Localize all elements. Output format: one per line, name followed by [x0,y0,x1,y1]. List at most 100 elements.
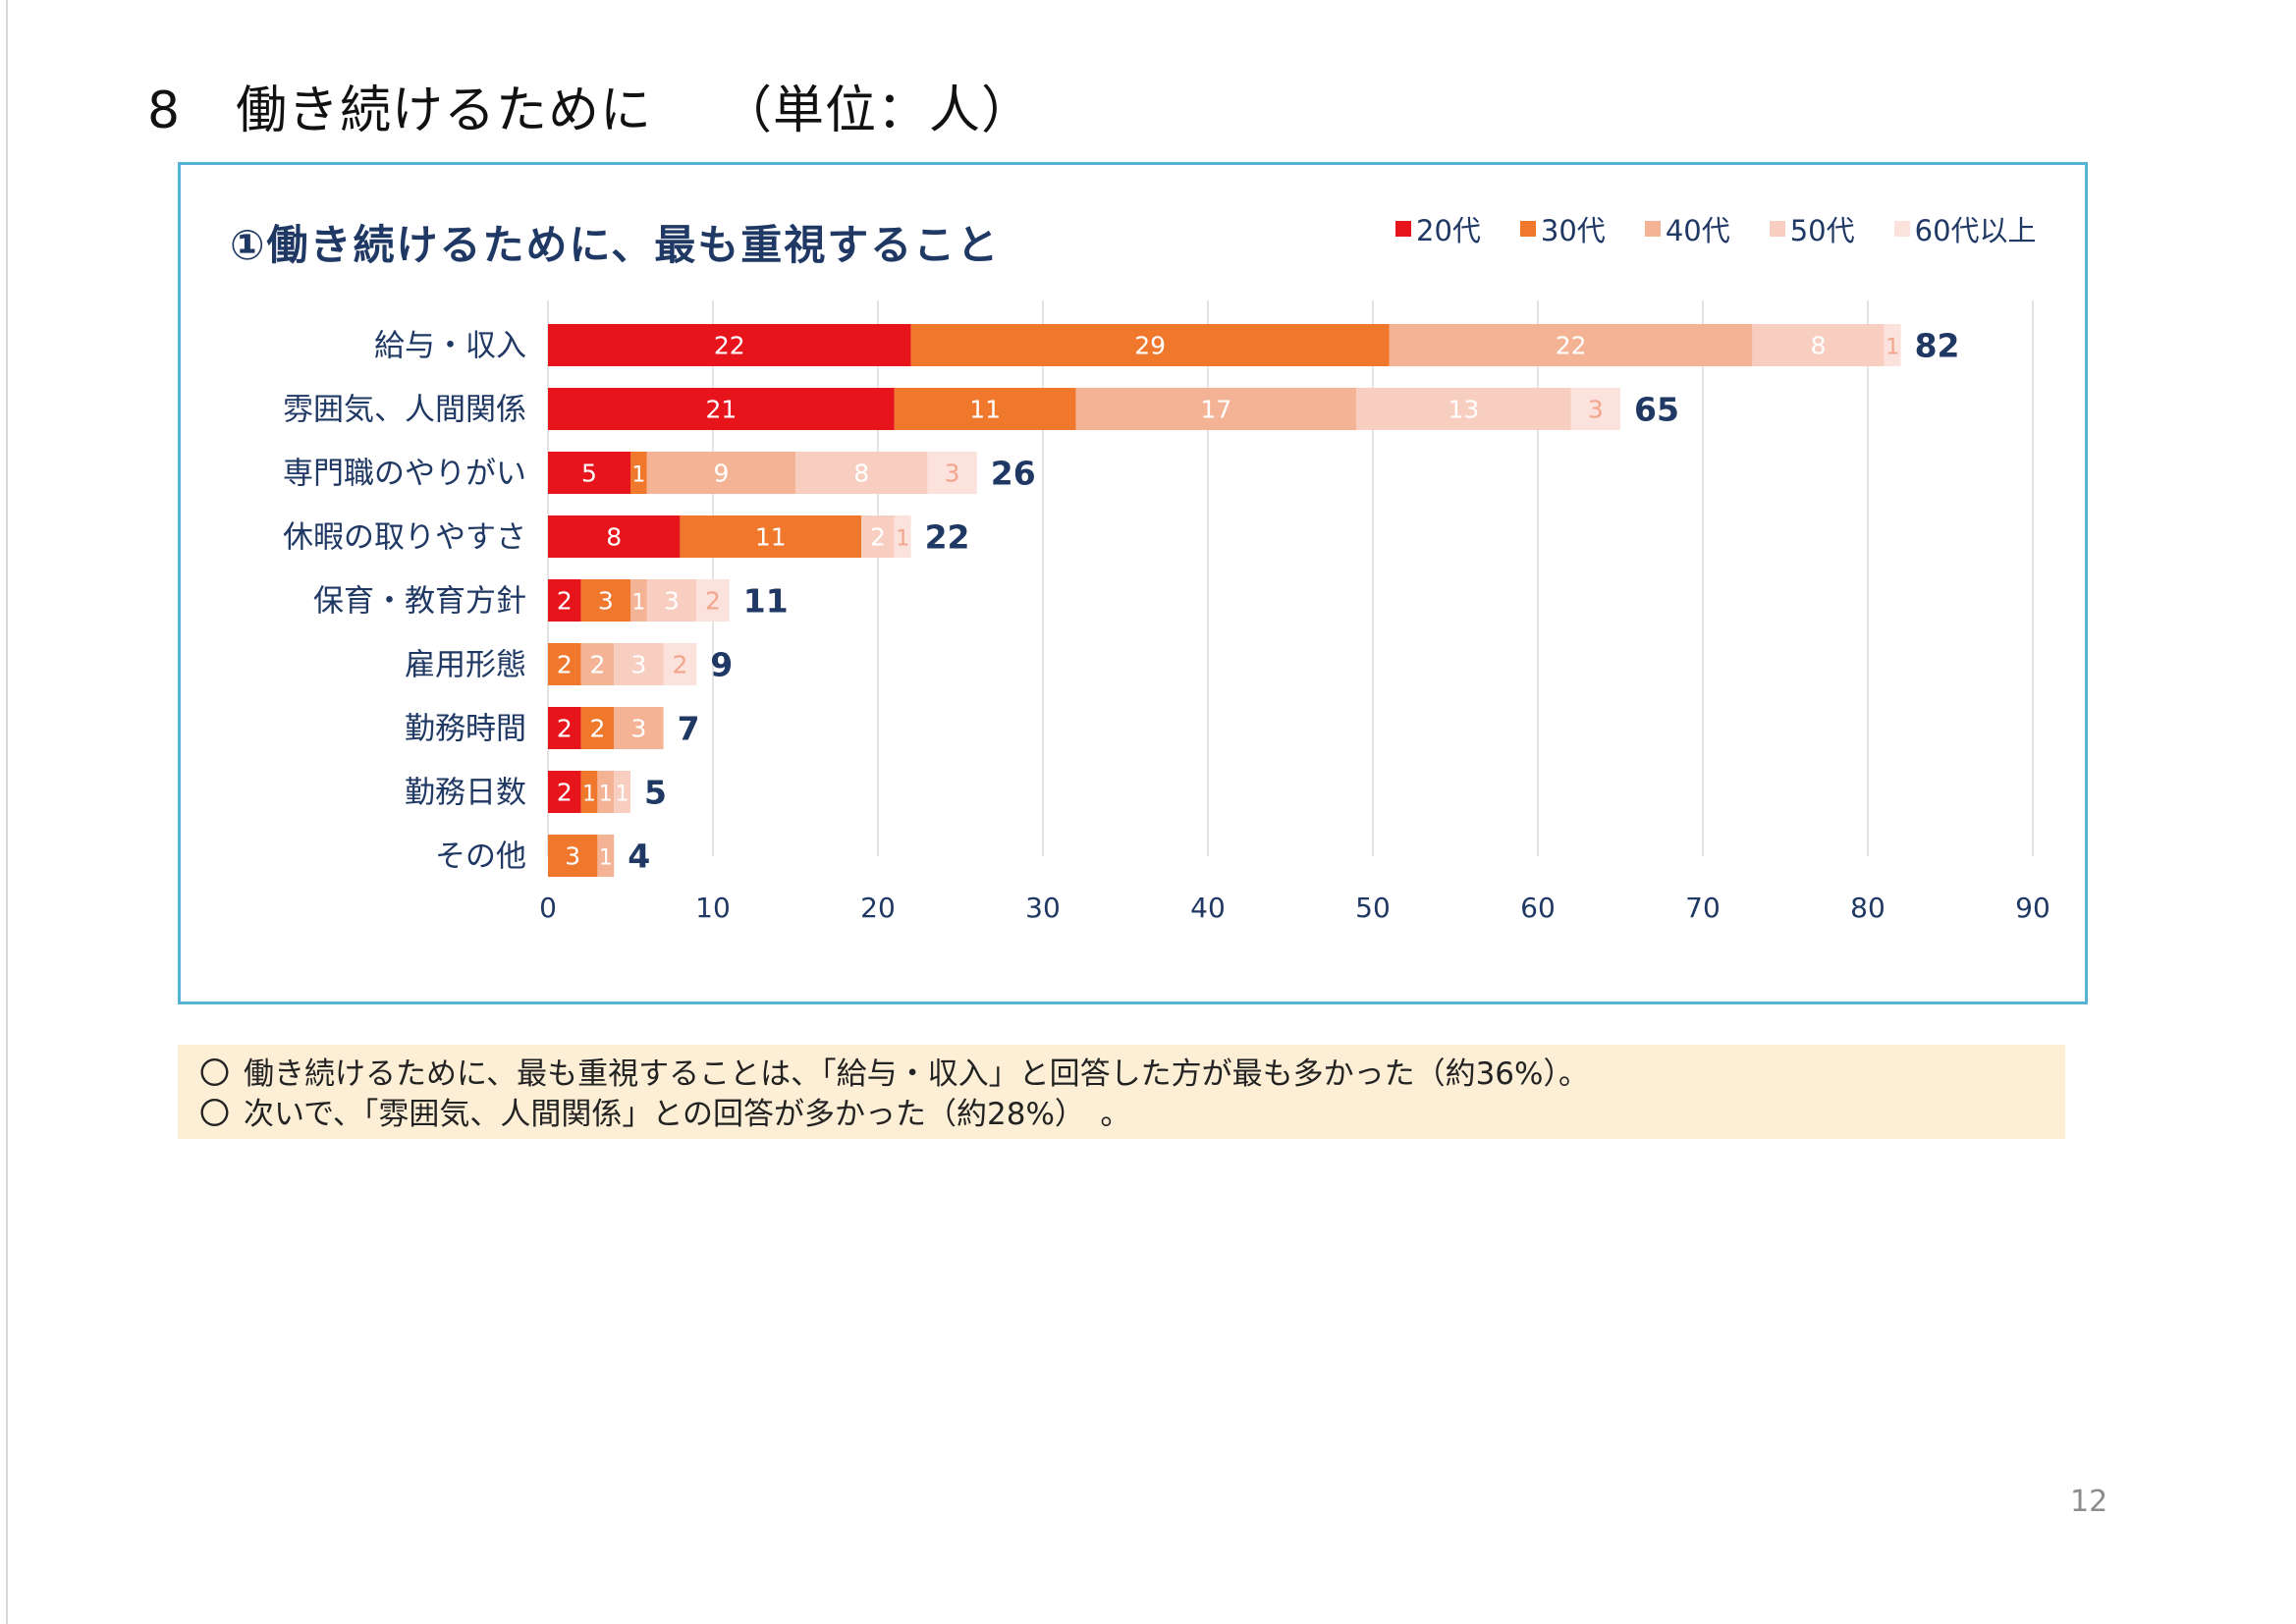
category-label: 勤務日数 [405,776,526,811]
legend-item: 50代 [1769,208,1855,249]
data-label: 1 [896,527,909,552]
data-label: 3 [598,587,614,616]
category-label: その他 [435,839,526,875]
total-label: 26 [991,455,1036,493]
data-label: 21 [705,396,737,424]
bar-segment [548,452,630,494]
data-label: 1 [631,463,645,488]
data-label: 1 [582,783,596,807]
legend-swatch-icon [1519,221,1536,237]
category-label: 雇用形態 [405,648,526,683]
data-label: 3 [565,842,580,871]
data-label: 2 [672,651,687,679]
data-label: 2 [870,523,886,552]
x-tick-label: 10 [695,892,731,924]
x-tick-label: 80 [1850,892,1886,924]
data-label: 2 [705,587,721,616]
data-label: 8 [1811,332,1827,360]
category-label: 勤務時間 [405,712,526,747]
legend-label: 20代 [1416,214,1481,247]
data-label: 22 [1556,332,1587,360]
data-label: 3 [664,587,680,616]
note-line: 〇次いで、「雰囲気、人間関係」との回答が多かった（約28%） 。 [199,1095,2044,1135]
bar-segment [1356,388,1571,430]
total-label: 7 [678,710,700,748]
bar-segment [1389,324,1753,366]
data-label: 8 [853,460,869,488]
page-edge-line [6,0,8,1624]
data-label: 1 [1886,336,1899,360]
bar-segment [580,707,615,749]
legend-swatch-icon [1893,221,1910,237]
bar-segment [597,771,615,813]
data-label: 8 [606,523,622,552]
category-label: 休暇の取りやすさ [283,520,526,556]
bar-segment [927,452,977,494]
bar-segment [646,579,697,622]
bar-segment [548,579,581,622]
bar-segment [630,452,647,494]
legend-item: 40代 [1644,208,1730,249]
total-label: 82 [1915,327,1960,365]
bar-segment [614,771,630,813]
legend-swatch-icon [1644,221,1661,237]
bar-segment [1752,324,1885,366]
data-label: 3 [630,651,646,679]
note-text: 働き続けるために、最も重視することは、「給与・収入」と回答した方が最も多かった（… [244,1056,1589,1092]
bar-segment [630,579,647,622]
legend-swatch-icon [1395,221,1411,237]
bar-segment [1075,388,1357,430]
data-label: 17 [1200,396,1231,424]
bar-segment [548,707,581,749]
legend-label: 60代以上 [1914,214,2037,247]
note-text: 次いで、「雰囲気、人間関係」との回答が多かった（約28%） 。 [244,1097,1131,1132]
bar-segment [894,515,911,558]
bar-segment [795,452,928,494]
data-label: 2 [557,779,573,807]
data-label: 1 [599,783,613,807]
total-label: 11 [743,582,789,621]
category-label: 保育・教育方針 [313,584,526,620]
bar-segment [861,515,895,558]
data-label: 9 [713,460,729,488]
bar-segment [696,579,730,622]
legend-item: 30代 [1519,208,1606,249]
bar-segment [646,452,795,494]
data-label: 2 [589,651,605,679]
data-label: 11 [755,523,787,552]
bar-segment [894,388,1076,430]
data-label: 29 [1134,332,1166,360]
data-label: 1 [599,846,613,871]
bar-segment [548,388,895,430]
bar-segment [548,515,681,558]
page-number: 12 [2070,1485,2108,1519]
data-label: 2 [557,587,573,616]
legend-item: 60代以上 [1893,208,2037,249]
summary-notes: 〇働き続けるために、最も重視することは、「給与・収入」と回答した方が最も多かった… [178,1045,2065,1139]
note-line: 〇働き続けるために、最も重視することは、「給与・収入」と回答した方が最も多かった… [199,1055,2044,1095]
legend-label: 40代 [1665,214,1730,247]
legend-label: 30代 [1540,214,1606,247]
legend-label: 50代 [1789,214,1855,247]
total-label: 5 [644,774,667,812]
bar-segment [663,643,697,685]
section-number: 8 [147,81,182,140]
data-label: 11 [969,396,1001,424]
x-tick-label: 0 [539,892,557,924]
chart-panel: ①働き続けるために、最も重視すること 20代 30代 40代 50代 60代以上 0 10… [178,162,2088,1004]
bar-segment [1884,324,1901,366]
total-label: 22 [925,518,970,557]
data-label: 3 [1588,396,1604,424]
x-tick-label: 50 [1355,892,1391,924]
data-label: 3 [945,460,960,488]
category-label: 専門職のやりがい [283,457,526,492]
bar-segment [580,771,598,813]
data-label: 2 [557,715,573,743]
data-label: 1 [631,591,645,616]
bar-segment [1570,388,1620,430]
data-label: 2 [557,651,573,679]
x-tick-label: 40 [1190,892,1226,924]
data-label: 13 [1448,396,1479,424]
chart-title: ①働き続けるために、最も重視すること [230,221,1001,269]
